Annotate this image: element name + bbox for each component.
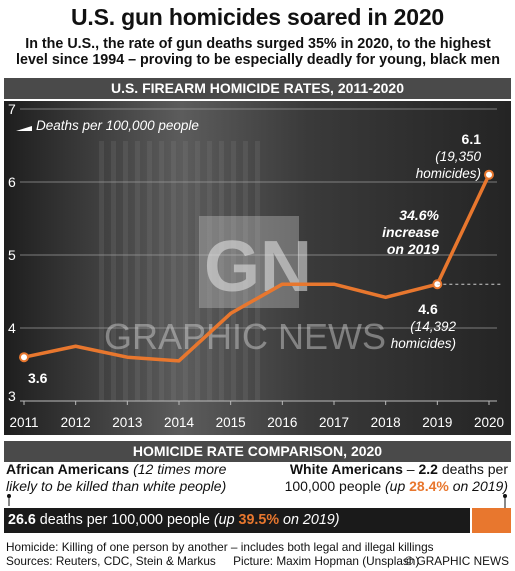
chart-header: U.S. FIREARM HOMICIDE RATES, 2011-2020 xyxy=(4,78,511,99)
blind-slat xyxy=(111,141,116,401)
footer-picture: Picture: Maxim Hopman (Unsplash) xyxy=(233,554,420,568)
african-americans-label: African Americans (12 times more likely … xyxy=(6,461,276,494)
african-americans-bar: 26.6 deaths per 100,000 people (up 39.5%… xyxy=(4,508,470,533)
footer-line: Sources: Reuters, CDC, Stein & Markus Pi… xyxy=(6,554,509,568)
data-point-marker xyxy=(484,169,494,180)
african-americans-note-1: (12 times more xyxy=(133,461,227,477)
x-tick-label: 2011 xyxy=(9,415,38,430)
white-americans-up-2: on 2019) xyxy=(448,477,508,494)
subtitle: In the U.S., the rate of gun deaths surg… xyxy=(8,36,508,68)
label-2020-note-1: (19,350 xyxy=(435,149,481,164)
white-americans-up-1: (up xyxy=(385,477,410,494)
white-americans-rate: 2.2 xyxy=(418,461,438,477)
chart-area: GN GRAPHIC NEWS 3 4 5 6 7 Deaths per 100,000 p… xyxy=(4,101,511,435)
blind-slat xyxy=(123,141,128,401)
label-2019-note-1: (14,392 xyxy=(410,319,456,334)
blind-slat xyxy=(135,141,140,401)
label-increase-3: on 2019 xyxy=(387,241,439,257)
subtitle-line-1: In the U.S., the rate of gun deaths surg… xyxy=(25,36,491,52)
y-tick-label: 4 xyxy=(8,320,16,336)
blind-slat xyxy=(219,141,224,401)
subtitle-line-2: level since 1994 – proving to be especia… xyxy=(16,52,500,68)
axis-label-marker-icon xyxy=(16,126,32,131)
watermark-logo: GN xyxy=(204,227,312,307)
white-americans-unit-1: deaths per xyxy=(437,461,508,477)
white-americans-pct: 28.4% xyxy=(409,477,449,494)
blind-slat xyxy=(195,141,200,401)
grid-lines xyxy=(20,108,497,402)
x-tick-label: 2019 xyxy=(422,415,452,430)
data-point-marker xyxy=(19,352,29,363)
white-americans-title: White Americans xyxy=(289,461,403,477)
y-tick-label: 7 xyxy=(8,101,16,117)
blind-slat xyxy=(171,141,176,401)
line-chart: GN GRAPHIC NEWS 3 4 5 6 7 Deaths per 100,000 p… xyxy=(4,101,511,435)
y-tick-label: 3 xyxy=(8,388,16,404)
y-axis-label: Deaths per 100,000 people xyxy=(36,118,199,133)
label-increase-1: 34.6% xyxy=(399,207,439,223)
x-tick-label: 2016 xyxy=(267,415,297,430)
pointer-icon xyxy=(7,494,11,506)
y-tick-label: 6 xyxy=(8,174,16,190)
photo-background xyxy=(4,101,511,435)
footer-definition: Homicide: Killing of one person by anoth… xyxy=(6,540,434,554)
label-2020-note-2: homicides) xyxy=(416,166,481,181)
x-tick-label: 2014 xyxy=(164,415,195,430)
series-line-path xyxy=(23,173,491,363)
african-americans-pct: 39.5% xyxy=(238,512,280,528)
x-tick-label: 2018 xyxy=(371,415,401,430)
window-blinds-shadow xyxy=(99,141,260,401)
page-title: U.S. gun homicides soared in 2020 xyxy=(70,4,444,30)
white-americans-bar xyxy=(472,508,511,533)
african-americans-rate: 26.6 xyxy=(8,512,36,528)
blind-slat xyxy=(99,141,104,401)
series-line xyxy=(19,169,494,363)
african-americans-note-2: likely to be killed than white people) xyxy=(6,477,227,494)
blind-slat xyxy=(243,141,248,401)
label-2011-value: 3.6 xyxy=(28,370,48,386)
label-2020-value: 6.1 xyxy=(462,131,482,147)
white-americans-unit-2: 100,000 people xyxy=(284,477,385,494)
blind-slat xyxy=(255,141,260,401)
white-americans-label: White Americans – 2.2 deaths per 100,000… xyxy=(280,461,508,494)
label-2019-value: 4.6 xyxy=(418,301,438,317)
x-tick-label: 2017 xyxy=(319,415,349,430)
african-americans-up-2: on 2019) xyxy=(279,512,340,528)
y-axis-ticks: 3 4 5 6 7 Deaths per 100,000 people xyxy=(8,101,199,404)
comparison-header: HOMICIDE RATE COMPARISON, 2020 xyxy=(4,441,511,462)
watermark-text: GRAPHIC NEWS xyxy=(104,316,386,357)
x-tick-label: 2013 xyxy=(112,415,142,430)
watermark-logo-box xyxy=(199,216,299,308)
label-2019-note-2: homicides) xyxy=(391,336,456,351)
white-americans-dash: – xyxy=(402,461,419,477)
x-tick-label: 2015 xyxy=(216,415,246,430)
blind-slat xyxy=(147,141,152,401)
blind-slat xyxy=(183,141,188,401)
footer-sources: Sources: Reuters, CDC, Stein & Markus xyxy=(6,554,216,568)
x-tick-label: 2012 xyxy=(61,415,91,430)
african-americans-title: African Americans xyxy=(6,461,130,477)
y-tick-label: 5 xyxy=(8,247,16,263)
x-tick-label: 2020 xyxy=(474,415,504,430)
blind-slat xyxy=(207,141,212,401)
graphic-news-watermark: GN GRAPHIC NEWS xyxy=(104,216,386,357)
blind-slat xyxy=(231,141,236,401)
african-americans-unit: deaths per 100,000 people xyxy=(35,512,214,528)
african-americans-up-1: (up xyxy=(213,512,239,528)
footer-credit: © GRAPHIC NEWS xyxy=(404,554,509,568)
label-increase-2: increase xyxy=(382,224,439,240)
pointer-icon-right xyxy=(503,494,507,508)
x-axis-ticks: 2011 2012 2013 2014 2015 2016 2017 2018 2019 2020 xyxy=(9,401,504,430)
blind-slat xyxy=(159,141,164,401)
